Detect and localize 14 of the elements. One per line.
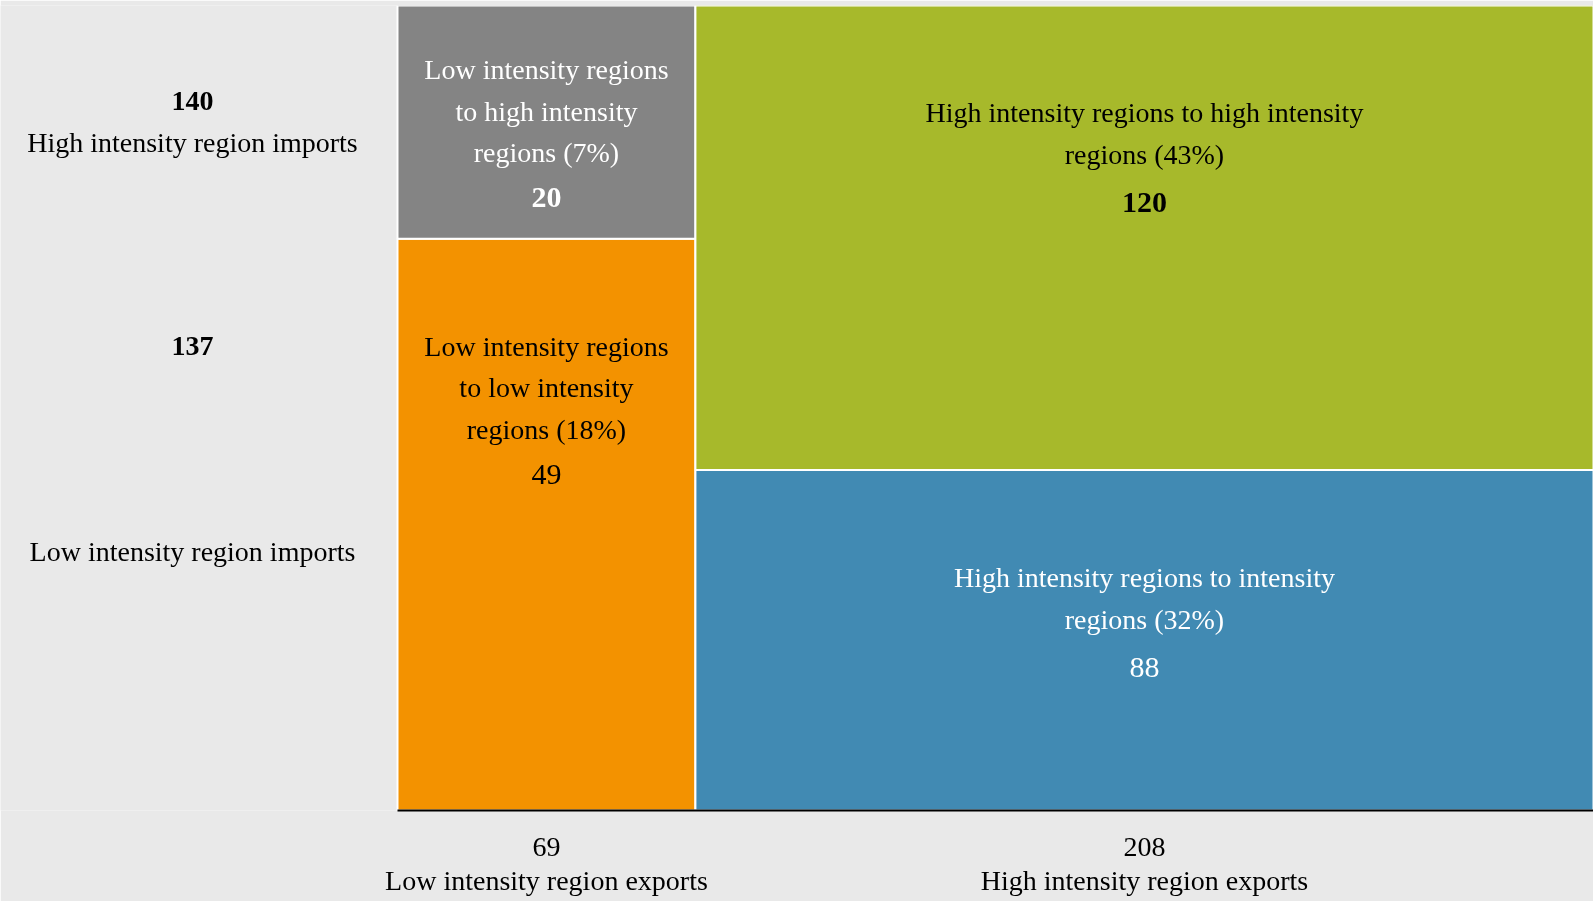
text: Low intensity region imports <box>29 536 356 567</box>
category-label: 208 High intensity region exports <box>980 830 1309 896</box>
series-label: High intensity regions to high intensity regions (43%) <box>925 97 1364 171</box>
series-label: Low intensity regions to high intensity regions (7%) <box>424 53 669 169</box>
category-label: 69 Low intensity region exports <box>385 830 708 896</box>
text: High intensity region imports <box>27 127 358 158</box>
text: 137 <box>171 329 214 361</box>
text: 140 <box>171 84 214 116</box>
data-label: 88 <box>1129 649 1160 683</box>
data-label: 49 <box>531 456 562 490</box>
series-label: High intensity regions to intensity regions (32%) <box>953 561 1336 635</box>
series-label: Low intensity regions to low intensity regions (18%) <box>424 330 669 446</box>
data-label: 120 <box>1121 185 1167 219</box>
data-label: 20 <box>531 179 562 213</box>
